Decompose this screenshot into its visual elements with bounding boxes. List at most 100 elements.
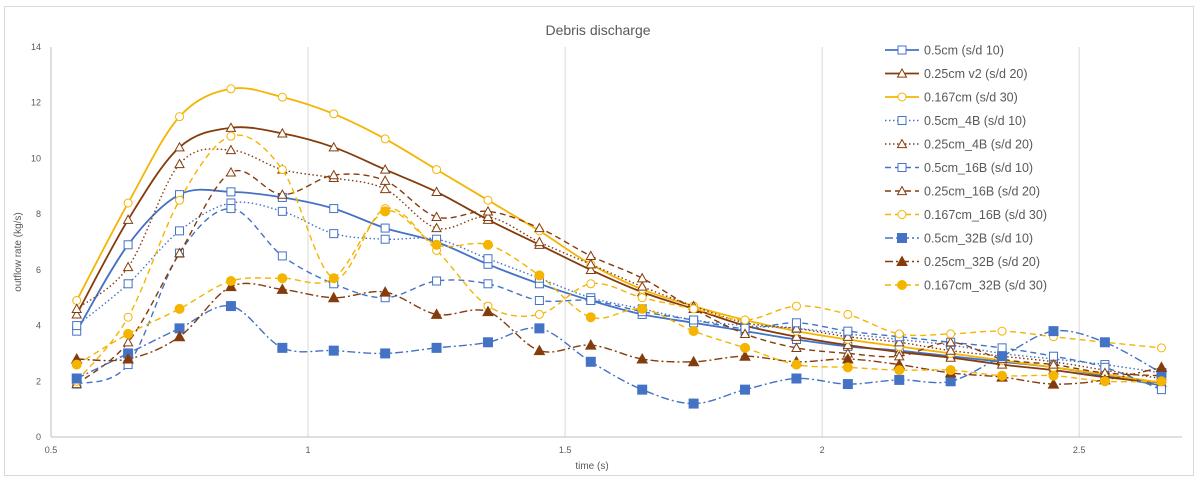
legend-label: 0.25cm_4B (s/d 20) bbox=[924, 138, 1033, 152]
data-point bbox=[277, 92, 287, 102]
data-point bbox=[997, 351, 1008, 362]
data-point bbox=[71, 308, 83, 319]
data-point bbox=[277, 206, 287, 216]
chart-title: Debris discharge bbox=[545, 22, 650, 38]
data-point bbox=[791, 359, 802, 370]
legend-marker bbox=[897, 45, 907, 55]
legend-label: 0.5cm (s/d 10) bbox=[924, 44, 1004, 58]
data-point bbox=[791, 318, 801, 328]
data-point bbox=[276, 283, 289, 294]
data-point bbox=[379, 286, 392, 297]
data-point bbox=[482, 239, 493, 250]
data-point bbox=[71, 303, 83, 313]
y-tick-label: 10 bbox=[31, 153, 41, 163]
data-point bbox=[791, 322, 802, 333]
data-point bbox=[122, 336, 134, 347]
series-line bbox=[76, 210, 1162, 383]
data-point bbox=[945, 336, 957, 347]
legend-label: 0.5cm_32B (s/d 10) bbox=[924, 232, 1033, 246]
data-point bbox=[174, 247, 185, 258]
data-point bbox=[534, 222, 545, 233]
data-point bbox=[122, 214, 134, 224]
legend-marker bbox=[897, 210, 907, 219]
legend-entry: 0.25cm v2 (s/d 20) bbox=[885, 67, 1028, 81]
legend-marker bbox=[896, 67, 908, 78]
data-point bbox=[225, 301, 236, 312]
data-point bbox=[380, 223, 390, 233]
data-point bbox=[379, 175, 391, 185]
data-point bbox=[328, 345, 339, 356]
data-point bbox=[431, 211, 442, 222]
series-line bbox=[76, 148, 1162, 380]
data-point bbox=[585, 258, 597, 269]
legend-label: 0.5cm_16B (s/d 10) bbox=[924, 161, 1033, 175]
data-point bbox=[842, 331, 854, 341]
data-point bbox=[1156, 343, 1166, 353]
data-point bbox=[483, 195, 493, 205]
legend-entry: 0.5cm_4B (s/d 10) bbox=[885, 114, 1026, 128]
y-tick-label: 6 bbox=[36, 265, 41, 275]
data-point bbox=[380, 234, 390, 244]
chart-svg: Debris discharge outflow rate (kg/s) tim… bbox=[13, 22, 1182, 472]
axes: 0.5 1 1.5 2 2.5 0 2 4 6 8 10 12 14 bbox=[31, 42, 1182, 455]
data-point bbox=[1156, 376, 1167, 387]
data-point bbox=[329, 229, 339, 239]
data-point bbox=[225, 166, 237, 177]
data-point bbox=[1099, 376, 1110, 387]
data-point bbox=[894, 365, 905, 376]
data-point bbox=[893, 336, 905, 347]
data-point bbox=[1048, 351, 1058, 361]
data-point bbox=[1047, 378, 1060, 389]
data-point bbox=[482, 211, 494, 222]
legend-label: 0.25cm v2 (s/d 20) bbox=[924, 67, 1028, 81]
data-point bbox=[174, 158, 185, 169]
data-point bbox=[585, 264, 597, 274]
data-point bbox=[431, 186, 442, 196]
data-point bbox=[276, 189, 288, 199]
data-point bbox=[123, 240, 133, 250]
data-point bbox=[637, 303, 648, 314]
data-point bbox=[432, 165, 442, 175]
data-point bbox=[276, 127, 288, 138]
data-point bbox=[482, 305, 494, 317]
data-point bbox=[482, 337, 493, 348]
data-point bbox=[123, 279, 133, 289]
data-point bbox=[173, 330, 186, 342]
data-point bbox=[739, 328, 751, 339]
legend-entry: 0.25cm_16B (s/d 20) bbox=[885, 185, 1040, 199]
data-point bbox=[791, 342, 802, 352]
data-point bbox=[946, 329, 956, 339]
data-point bbox=[225, 122, 237, 132]
data-point bbox=[225, 144, 237, 155]
data-point bbox=[483, 254, 493, 264]
data-point bbox=[226, 131, 236, 141]
data-point bbox=[740, 384, 751, 395]
x-axis-label: time (s) bbox=[575, 461, 608, 472]
data-point bbox=[894, 329, 904, 339]
legend-marker bbox=[897, 163, 907, 172]
data-point bbox=[687, 355, 700, 367]
data-point bbox=[997, 343, 1007, 353]
data-point bbox=[585, 356, 596, 367]
x-tick-label: 1 bbox=[306, 445, 311, 455]
y-tick-label: 8 bbox=[36, 209, 41, 219]
data-point bbox=[122, 352, 134, 364]
legend-entry: 0.167cm (s/d 30) bbox=[885, 91, 1018, 105]
x-tick-label: 2 bbox=[820, 445, 825, 455]
legend-entry: 0.5cm_16B (s/d 10) bbox=[885, 161, 1033, 175]
data-point bbox=[431, 239, 442, 250]
legend-label: 0.5cm_4B (s/d 10) bbox=[924, 114, 1026, 128]
data-point bbox=[380, 134, 390, 144]
legend-entry: 0.167cm_32B (s/d 30) bbox=[885, 279, 1047, 293]
data-point bbox=[842, 362, 853, 373]
data-point bbox=[1156, 385, 1166, 395]
data-point bbox=[431, 342, 442, 353]
data-point bbox=[174, 141, 185, 152]
chart-frame: Debris discharge outflow rate (kg/s) tim… bbox=[4, 6, 1194, 476]
data-point bbox=[123, 198, 133, 208]
data-point bbox=[226, 84, 236, 94]
x-tick-label: 2.5 bbox=[1073, 445, 1086, 455]
legend-marker bbox=[896, 185, 908, 196]
data-point bbox=[123, 312, 133, 322]
data-point bbox=[122, 261, 134, 272]
